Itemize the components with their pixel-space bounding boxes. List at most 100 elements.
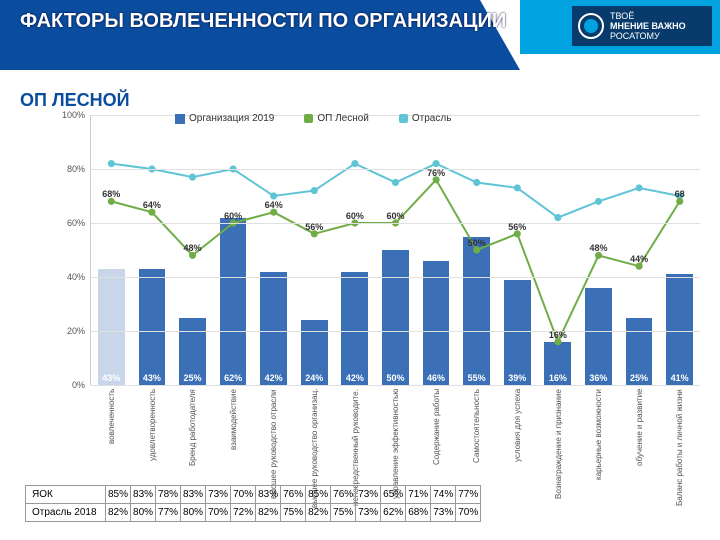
line-point-label: 48% xyxy=(183,243,201,253)
gridline xyxy=(91,223,700,224)
legend-line1-icon xyxy=(304,114,313,123)
table-row: Отрасль 201882%80%77%80%70%72%82%75%82%7… xyxy=(26,504,481,522)
x-tick-label: Баланс работы и личной жизни xyxy=(659,389,700,509)
table-cell: 70% xyxy=(206,504,231,522)
table-cell: 75% xyxy=(331,504,356,522)
y-tick-label: 20% xyxy=(67,326,85,336)
y-tick-label: 0% xyxy=(72,380,85,390)
line-point-label: 16% xyxy=(549,330,567,340)
table-cell: 71% xyxy=(406,486,431,504)
y-tick-label: 60% xyxy=(67,218,85,228)
table-cell: 80% xyxy=(131,504,156,522)
bar: 25% xyxy=(179,318,206,386)
bar-column: 62%взаимодействие xyxy=(213,115,254,385)
bar-column: 16%Вознаграждение и признание xyxy=(538,115,579,385)
line-point-label: 64% xyxy=(143,200,161,210)
x-tick-label: условия для успеха xyxy=(497,389,538,509)
bar: 24% xyxy=(301,320,328,385)
table-row: ЯОК85%83%78%83%73%70%83%76%85%76%73%65%7… xyxy=(26,486,481,504)
legend: Организация 2019 ОП Лесной Отрасль xyxy=(175,113,451,124)
bar-column: 43%вовлеченность xyxy=(91,115,132,385)
bars: 43%вовлеченность43%удовлетворенность25%Б… xyxy=(91,115,700,385)
table-cell: 83% xyxy=(181,486,206,504)
table-cell: 72% xyxy=(231,504,256,522)
bar-value-label: 25% xyxy=(179,373,206,383)
logo: ТВОЁ МНЕНИЕ ВАЖНО РОСАТОМУ xyxy=(572,6,712,46)
logo-line1: ТВОЁ xyxy=(610,11,686,21)
table-cell: 68% xyxy=(406,504,431,522)
table-cell: 73% xyxy=(356,504,381,522)
logo-circle-icon xyxy=(578,13,604,39)
bar: 55% xyxy=(463,237,490,386)
line-point-label: 44% xyxy=(630,254,648,264)
bar-value-label: 43% xyxy=(98,373,125,383)
legend-bar-icon xyxy=(175,114,185,124)
bar: 42% xyxy=(260,272,287,385)
line-point-label: 60% xyxy=(224,211,242,221)
bar-value-label: 50% xyxy=(382,373,409,383)
table-cell: 70% xyxy=(456,504,481,522)
bar-value-label: 39% xyxy=(504,373,531,383)
bar-column: 50%управление эффективностью xyxy=(375,115,416,385)
bar: 36% xyxy=(585,288,612,385)
bar: 41% xyxy=(666,274,693,385)
bar: 62% xyxy=(220,218,247,385)
table-cell: 82% xyxy=(306,504,331,522)
table-cell: 75% xyxy=(281,504,306,522)
page-title: ФАКТОРЫ ВОВЛЕЧЕННОСТИ ПО ОРГАНИЗАЦИИ xyxy=(20,10,506,33)
table-cell: 77% xyxy=(156,504,181,522)
y-tick-label: 100% xyxy=(62,110,85,120)
line-point-label: 56% xyxy=(305,222,323,232)
table-cell: 73% xyxy=(206,486,231,504)
table-cell: 76% xyxy=(281,486,306,504)
gridline xyxy=(91,331,700,332)
bar: 16% xyxy=(544,342,571,385)
line-point-label: 50% xyxy=(468,238,486,248)
row-label: Отрасль 2018 xyxy=(26,504,106,522)
bar-column: 42%высшее руководство отрасли xyxy=(253,115,294,385)
x-tick-label: обучение и развитие xyxy=(619,389,660,509)
bar: 25% xyxy=(626,318,653,386)
bar-column: 24%высшее руководство организац. xyxy=(294,115,335,385)
table-cell: 73% xyxy=(431,504,456,522)
plot-area: 43%вовлеченность43%удовлетворенность25%Б… xyxy=(90,115,700,385)
legend-line1-label: ОП Лесной xyxy=(317,113,369,124)
table-cell: 76% xyxy=(331,486,356,504)
legend-bar-label: Организация 2019 xyxy=(189,113,274,124)
x-tick-label: карьерные возможности xyxy=(578,389,619,509)
data-table: ЯОК85%83%78%83%73%70%83%76%85%76%73%65%7… xyxy=(25,485,481,522)
bar-value-label: 24% xyxy=(301,373,328,383)
table-cell: 85% xyxy=(106,486,131,504)
bar-value-label: 55% xyxy=(463,373,490,383)
table-cell: 73% xyxy=(356,486,381,504)
table-cell: 62% xyxy=(381,504,406,522)
table-cell: 83% xyxy=(256,486,281,504)
legend-line2-icon xyxy=(399,114,408,123)
bar-value-label: 41% xyxy=(666,373,693,383)
table-cell: 85% xyxy=(306,486,331,504)
gridline xyxy=(91,169,700,170)
y-tick-label: 40% xyxy=(67,272,85,282)
bar-value-label: 62% xyxy=(220,373,247,383)
bar-value-label: 16% xyxy=(544,373,571,383)
table-cell: 83% xyxy=(131,486,156,504)
chart: Организация 2019 ОП Лесной Отрасль 43%во… xyxy=(55,115,700,415)
bar: 50% xyxy=(382,250,409,385)
gridline xyxy=(91,277,700,278)
bar-column: 39%условия для успеха xyxy=(497,115,538,385)
gridline xyxy=(91,385,700,386)
table-cell: 77% xyxy=(456,486,481,504)
bar: 43% xyxy=(98,269,125,385)
table-cell: 70% xyxy=(231,486,256,504)
y-tick-label: 80% xyxy=(67,164,85,174)
row-label: ЯОК xyxy=(26,486,106,504)
x-tick-label: Вознаграждение и признание xyxy=(538,389,579,509)
bar: 46% xyxy=(423,261,450,385)
bar-value-label: 46% xyxy=(423,373,450,383)
bar-column: 46%Содержание работы xyxy=(416,115,457,385)
bar: 39% xyxy=(504,280,531,385)
table-cell: 80% xyxy=(181,504,206,522)
line-point-label: 60% xyxy=(386,211,404,221)
line-point-label: 56% xyxy=(508,222,526,232)
bar-column: 25%обучение и развитие xyxy=(619,115,660,385)
